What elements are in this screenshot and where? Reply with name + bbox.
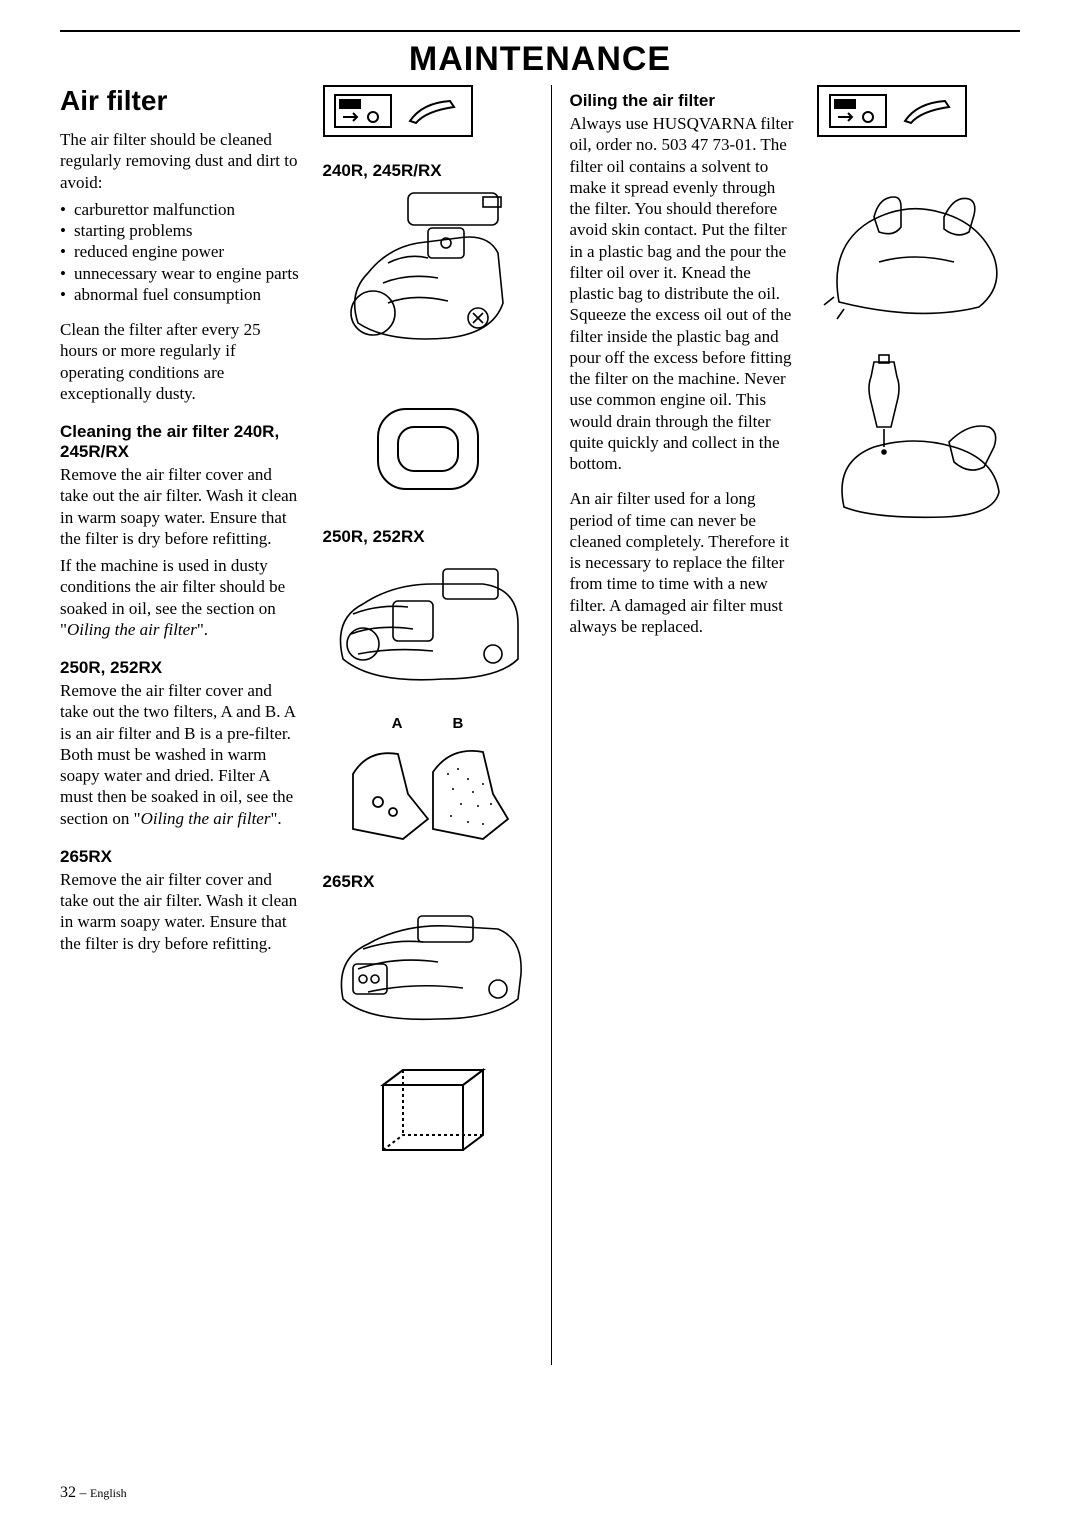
col2-h-265: 265RX	[323, 872, 533, 892]
remove-filter-icon	[828, 93, 888, 129]
top-rule	[60, 30, 1020, 32]
instruction-icon-row	[323, 85, 473, 137]
column-3: Oiling the air filter Always use HUSQVAR…	[559, 85, 807, 1405]
intro-text: The air filter should be cleaned regular…	[60, 129, 301, 193]
bullet-item: carburettor malfunction	[60, 199, 301, 220]
page-footer: 32 – English	[60, 1484, 127, 1502]
sub2-body: Remove the air filter cover and take out…	[60, 680, 301, 829]
page-number: 32	[60, 1484, 76, 1501]
instruction-icon-row-2	[817, 85, 967, 137]
columns: Air filter The air filter should be clea…	[60, 85, 1020, 1405]
page-title: MAINTENANCE	[60, 40, 1020, 79]
column-separator	[551, 85, 552, 1365]
sub3-body: Remove the air filter cover and take out…	[60, 869, 301, 954]
bullet-item: abnormal fuel consumption	[60, 284, 301, 305]
sub1-heading: Cleaning the air filter 240R, 245R/RX	[60, 422, 301, 462]
diagram-250-filters	[323, 734, 533, 854]
brush-icon	[897, 93, 957, 129]
sub1-body-b-ital: Oiling the air filter	[67, 620, 197, 639]
sub1-body-b: If the machine is used in dusty conditio…	[60, 555, 301, 640]
diagram-250-engine	[323, 549, 533, 699]
diagram-265-engine	[323, 894, 533, 1034]
diagram-knead-bag	[817, 167, 1020, 327]
sub2-body-end: ".	[270, 809, 281, 828]
oil-heading: Oiling the air filter	[569, 91, 797, 111]
oil-body-2: An air filter used for a long period of …	[569, 488, 797, 637]
col2-h-240: 240R, 245R/RX	[323, 161, 533, 181]
diagram-265-filter	[323, 1050, 533, 1170]
section-title: Air filter	[60, 85, 301, 117]
col2-h-250: 250R, 252RX	[323, 527, 533, 547]
remove-filter-icon	[333, 93, 393, 129]
avoid-list: carburettor malfunction starting problem…	[60, 199, 301, 305]
sub1-body-b-end: ".	[197, 620, 208, 639]
oil-body-1: Always use HUSQVARNA filter oil, order n…	[569, 113, 797, 474]
column-2: 240R, 245R/RX	[313, 85, 543, 1405]
bullet-item: reduced engine power	[60, 241, 301, 262]
sub2-body-ital: Oiling the air filter	[141, 809, 271, 828]
ab-labels: A B	[323, 715, 533, 732]
sub3-heading: 265RX	[60, 847, 301, 867]
sub1-body-a: Remove the air filter cover and take out…	[60, 464, 301, 549]
clean-interval: Clean the filter after every 25 hours or…	[60, 319, 301, 404]
sub2-body-pre: Remove the air filter cover and take out…	[60, 681, 295, 828]
footer-sep: –	[76, 1486, 90, 1501]
diagram-240-filter	[323, 389, 533, 509]
label-b: B	[453, 715, 464, 732]
diagram-pour-oil	[817, 347, 1020, 527]
bullet-item: unnecessary wear to engine parts	[60, 263, 301, 284]
bullet-item: starting problems	[60, 220, 301, 241]
sub2-heading: 250R, 252RX	[60, 658, 301, 678]
diagram-240-engine	[323, 183, 533, 373]
label-a: A	[392, 715, 403, 732]
footer-lang: English	[90, 1486, 127, 1500]
brush-icon	[402, 93, 462, 129]
column-4	[807, 85, 1020, 1405]
column-1: Air filter The air filter should be clea…	[60, 85, 313, 1405]
